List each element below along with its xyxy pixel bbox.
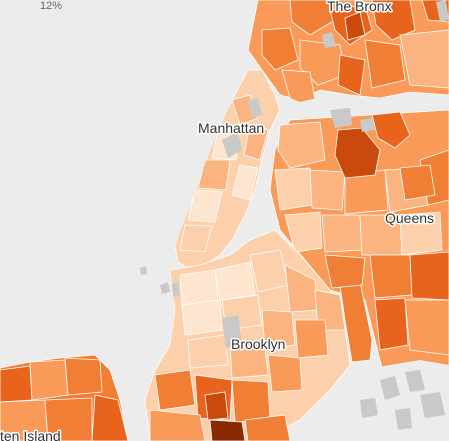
liberty-island bbox=[140, 266, 147, 275]
manhattan-region bbox=[174, 69, 281, 271]
staten-island-region bbox=[0, 354, 129, 441]
upper-bay bbox=[0, 0, 248, 370]
east-river bbox=[240, 90, 449, 116]
borough-label-brooklyn: Brooklyn bbox=[231, 336, 285, 352]
borough-label-manhattan: Manhattan bbox=[198, 120, 264, 136]
brooklyn-region bbox=[144, 229, 351, 441]
bronx-region bbox=[247, 0, 449, 106]
governors-island bbox=[160, 282, 170, 294]
queens-region bbox=[269, 108, 449, 441]
borough-label-staten-island: ten Island bbox=[0, 428, 61, 441]
borough-label-bronx: The Bronx bbox=[327, 0, 392, 14]
legend-tick-label: 12% bbox=[40, 0, 62, 12]
borough-label-queens: Queens bbox=[385, 210, 434, 226]
